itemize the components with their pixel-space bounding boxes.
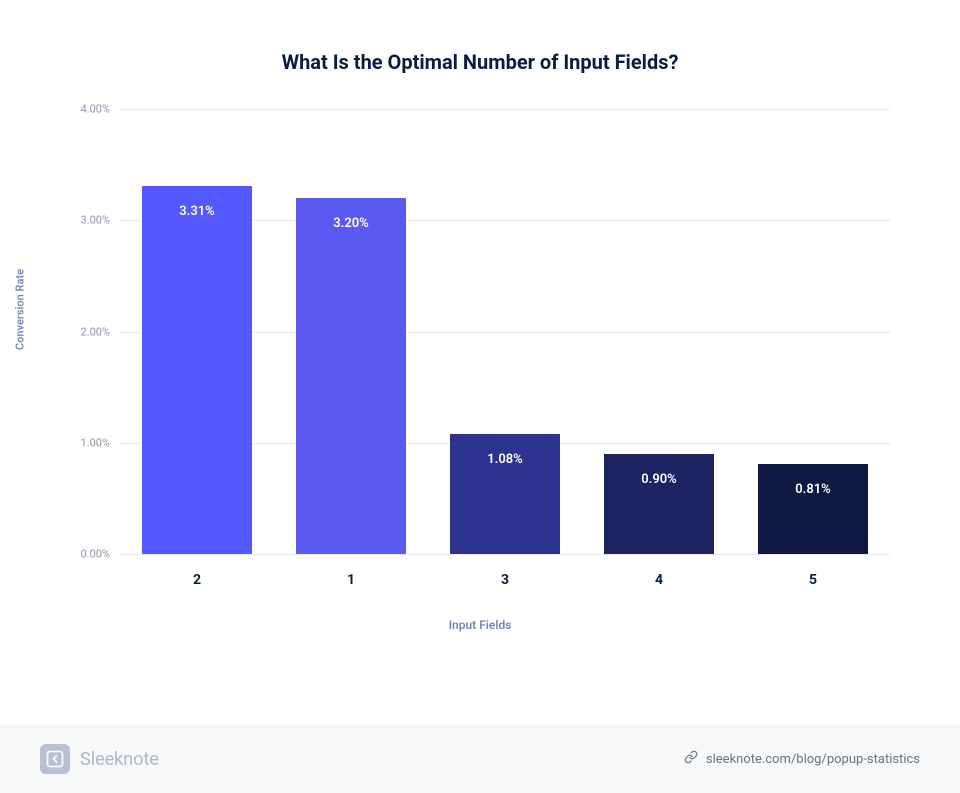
bar-value-label: 3.31% [142, 204, 253, 219]
bars-group: 3.31% 3.20% 1.08% 0.90% 0.81% [120, 109, 890, 554]
bar: 3.20% [296, 198, 407, 554]
x-tick: 4 [582, 572, 736, 588]
bar-slot: 3.20% [274, 109, 428, 554]
x-axis-label: Input Fields [60, 618, 900, 632]
link-icon [684, 750, 698, 768]
chart-container: What Is the Optimal Number of Input Fiel… [0, 0, 960, 700]
bar-slot: 1.08% [428, 109, 582, 554]
x-tick: 5 [736, 572, 890, 588]
y-axis-label: Conversion Rate [14, 269, 27, 350]
y-axis: 0.00%1.00%2.00%3.00%4.00% [60, 109, 120, 554]
bar-value-label: 3.20% [296, 216, 407, 231]
x-tick: 3 [428, 572, 582, 588]
bar-slot: 3.31% [120, 109, 274, 554]
bar-value-label: 0.90% [604, 472, 715, 487]
bar: 0.90% [604, 454, 715, 554]
gridline [120, 554, 890, 555]
y-tick: 0.00% [80, 548, 110, 561]
y-tick: 1.00% [80, 436, 110, 449]
bar: 1.08% [450, 434, 561, 554]
x-tick: 1 [274, 572, 428, 588]
bar-value-label: 1.08% [450, 452, 561, 467]
footer: Sleeknote sleeknote.com/blog/popup-stati… [0, 725, 960, 793]
bar: 3.31% [142, 186, 253, 554]
plot-area: 0.00%1.00%2.00%3.00%4.00% 3.31%3.20%1.08… [120, 109, 890, 554]
bar-slot: 0.90% [582, 109, 736, 554]
source-link-text: sleeknote.com/blog/popup-statistics [706, 752, 920, 767]
chart-title: What Is the Optimal Number of Input Fiel… [60, 50, 900, 74]
brand-name: Sleeknote [80, 749, 159, 770]
bar-slot: 0.81% [736, 109, 890, 554]
x-axis-ticks: 21345 [120, 572, 890, 588]
source-link[interactable]: sleeknote.com/blog/popup-statistics [684, 750, 920, 768]
bar: 0.81% [758, 464, 869, 554]
brand: Sleeknote [40, 744, 159, 774]
y-tick: 2.00% [80, 325, 110, 338]
bar-value-label: 0.81% [758, 482, 869, 497]
y-tick: 3.00% [80, 214, 110, 227]
brand-logo-icon [40, 744, 70, 774]
y-tick: 4.00% [80, 103, 110, 116]
x-tick: 2 [120, 572, 274, 588]
